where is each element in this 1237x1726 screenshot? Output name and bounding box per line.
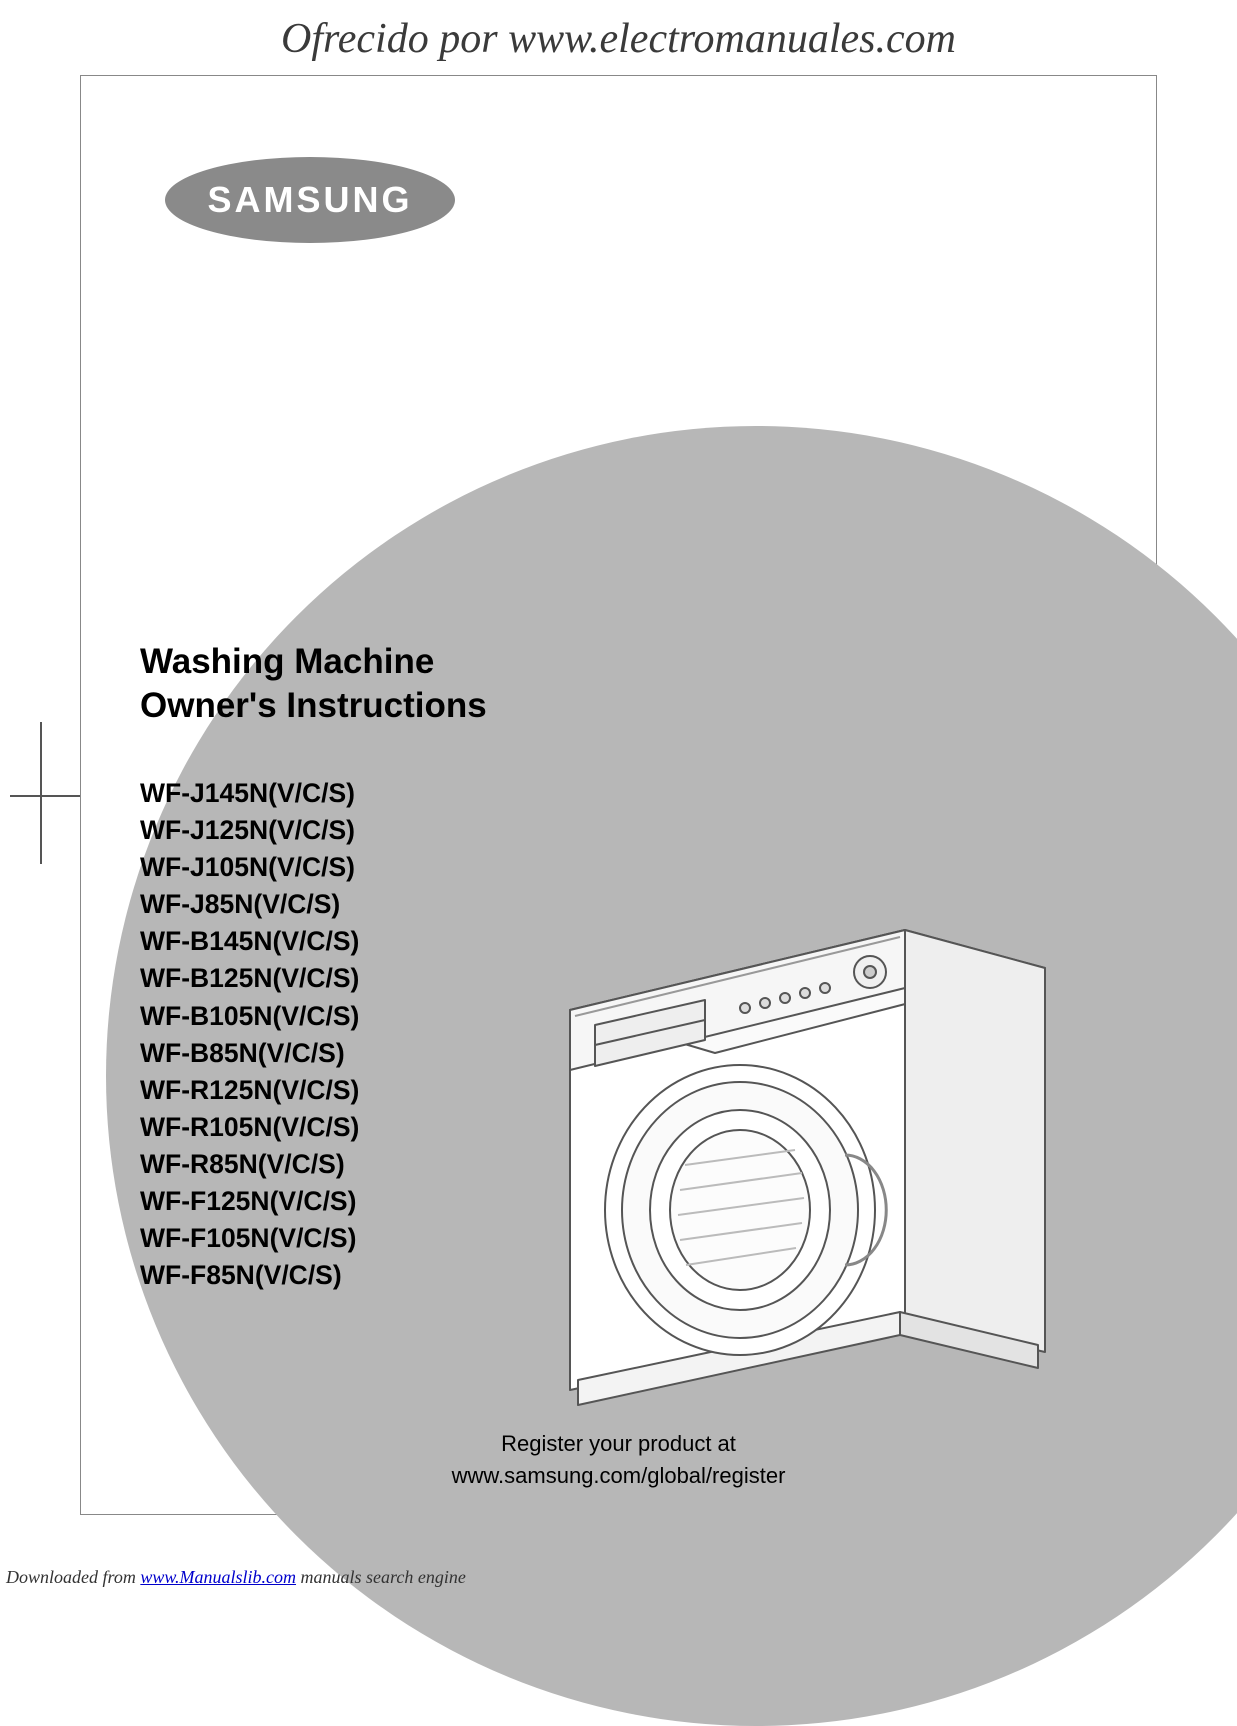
crop-mark <box>40 722 42 864</box>
samsung-logo: SAMSUNG <box>160 150 460 255</box>
footer-link[interactable]: www.Manualslib.com <box>140 1567 296 1587</box>
model-number: WF-B85N(V/C/S) <box>140 1035 359 1072</box>
model-number: WF-R125N(V/C/S) <box>140 1072 359 1109</box>
model-number: WF-B125N(V/C/S) <box>140 960 359 997</box>
model-number: WF-J105N(V/C/S) <box>140 849 359 886</box>
model-number: WF-B105N(V/C/S) <box>140 998 359 1035</box>
model-number: WF-F125N(V/C/S) <box>140 1183 359 1220</box>
crop-mark <box>10 795 80 797</box>
model-number: WF-F105N(V/C/S) <box>140 1220 359 1257</box>
register-line-2: www.samsung.com/global/register <box>0 1460 1237 1492</box>
model-number: WF-J145N(V/C/S) <box>140 775 359 812</box>
document-title: Washing Machine Owner's Instructions <box>140 640 487 728</box>
footer-text: Downloaded from www.Manualslib.com manua… <box>6 1567 466 1588</box>
model-list: WF-J145N(V/C/S)WF-J125N(V/C/S)WF-J105N(V… <box>140 775 359 1294</box>
watermark-text: Ofrecido por www.electromanuales.com <box>0 15 1237 63</box>
model-number: WF-J85N(V/C/S) <box>140 886 359 923</box>
logo-text: SAMSUNG <box>207 179 412 220</box>
register-line-1: Register your product at <box>0 1428 1237 1460</box>
register-text: Register your product at www.samsung.com… <box>0 1428 1237 1492</box>
model-number: WF-B145N(V/C/S) <box>140 923 359 960</box>
model-number: WF-J125N(V/C/S) <box>140 812 359 849</box>
washing-machine-illustration <box>540 890 1100 1415</box>
title-line-2: Owner's Instructions <box>140 684 487 728</box>
title-line-1: Washing Machine <box>140 640 487 684</box>
model-number: WF-R105N(V/C/S) <box>140 1109 359 1146</box>
model-number: WF-R85N(V/C/S) <box>140 1146 359 1183</box>
model-number: WF-F85N(V/C/S) <box>140 1257 359 1294</box>
footer-suffix: manuals search engine <box>296 1567 466 1587</box>
footer-prefix: Downloaded from <box>6 1567 140 1587</box>
